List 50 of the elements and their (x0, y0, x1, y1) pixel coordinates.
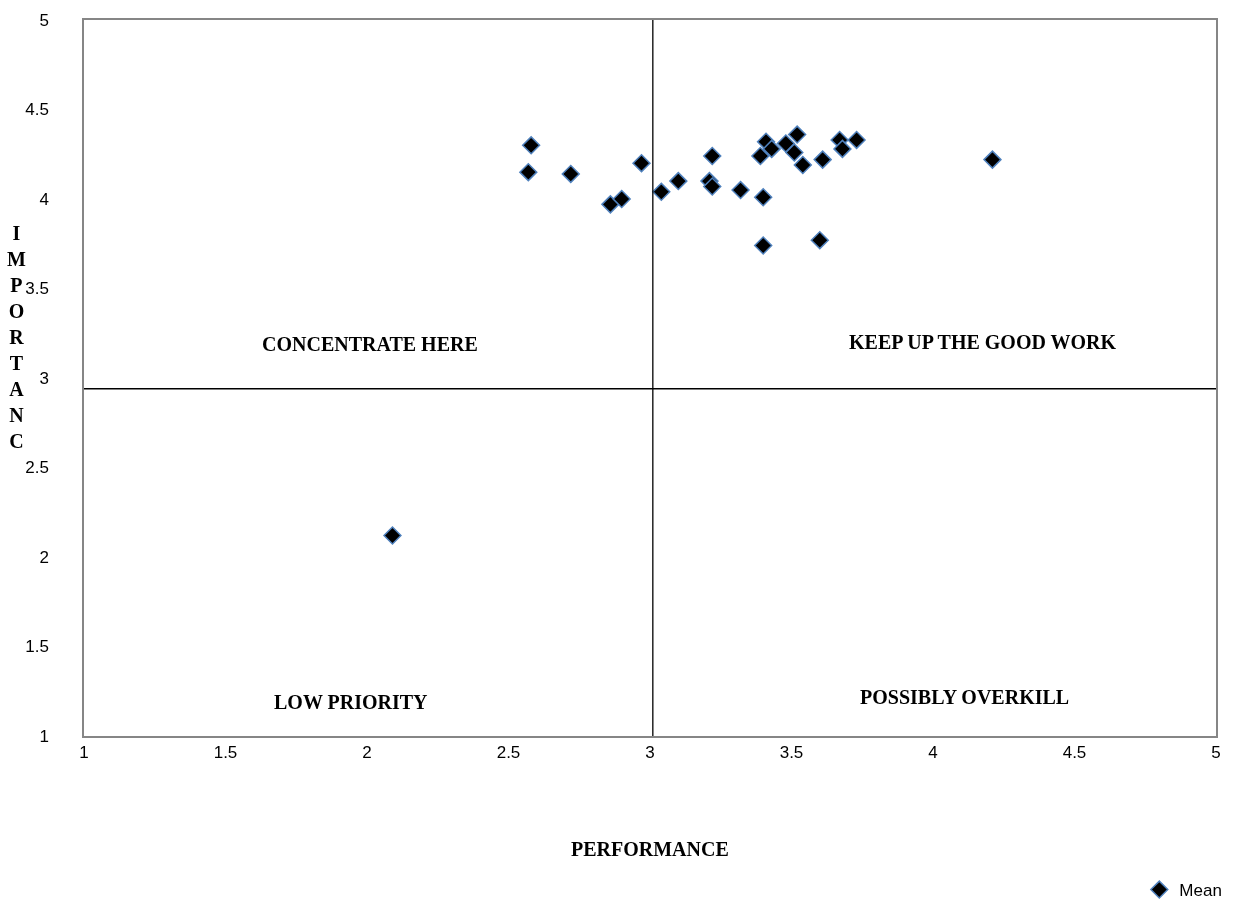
annotation: LOW PRIORITY (274, 691, 429, 713)
y-tick-label: 5 (39, 10, 49, 30)
point (833, 139, 852, 159)
y-tick-label: 3 (39, 368, 49, 388)
point (813, 150, 832, 169)
point (703, 146, 722, 166)
y-tick-label: 3.5 (25, 279, 49, 299)
x-tick-label: 2 (362, 743, 372, 763)
x-tick-label: 3.5 (779, 743, 804, 763)
point (561, 164, 580, 184)
y-tick-label: 2.5 (25, 458, 49, 478)
annotation: POSSIBLY OVERKILL (860, 686, 1070, 708)
text: IMPORTANC (7, 222, 26, 452)
point (983, 150, 1002, 169)
point (612, 189, 631, 209)
annotation: CONCENTRATE HERE (262, 333, 478, 355)
point (703, 177, 722, 196)
point (751, 146, 770, 166)
annotation: KEEP UP THE GOOD WORK (849, 331, 1117, 353)
y-tick-label: 2 (39, 547, 49, 567)
y-tick-label: 4 (39, 189, 49, 209)
point (652, 182, 671, 202)
x-axis-title: PERFORMANCE (571, 838, 729, 860)
x-tick-label: 4 (928, 743, 938, 763)
point (785, 143, 804, 162)
x-tick-label: 4.5 (1062, 743, 1087, 763)
x-tick-label: 2.5 (496, 743, 521, 763)
x-tick-label: 1.5 (213, 743, 238, 763)
point (776, 134, 796, 153)
x-tick-label: 5 (1211, 743, 1221, 763)
point (762, 139, 781, 159)
point (754, 236, 773, 255)
point (383, 526, 402, 545)
y-tick-label: 1 (39, 726, 49, 746)
point (787, 125, 807, 144)
point (521, 136, 541, 155)
point (754, 188, 773, 207)
x-tick-label: 3 (645, 743, 655, 763)
point (810, 230, 829, 250)
legend-label: Mean (1179, 881, 1222, 901)
point (793, 155, 813, 175)
point (847, 130, 866, 150)
point (601, 195, 620, 214)
y-tick-label: 1.5 (25, 637, 49, 657)
x-tick-label: 1 (79, 743, 89, 763)
point (731, 180, 750, 200)
point (519, 162, 538, 182)
point (632, 154, 651, 173)
y-tick-label: 4.5 (25, 100, 49, 120)
point (669, 171, 688, 191)
